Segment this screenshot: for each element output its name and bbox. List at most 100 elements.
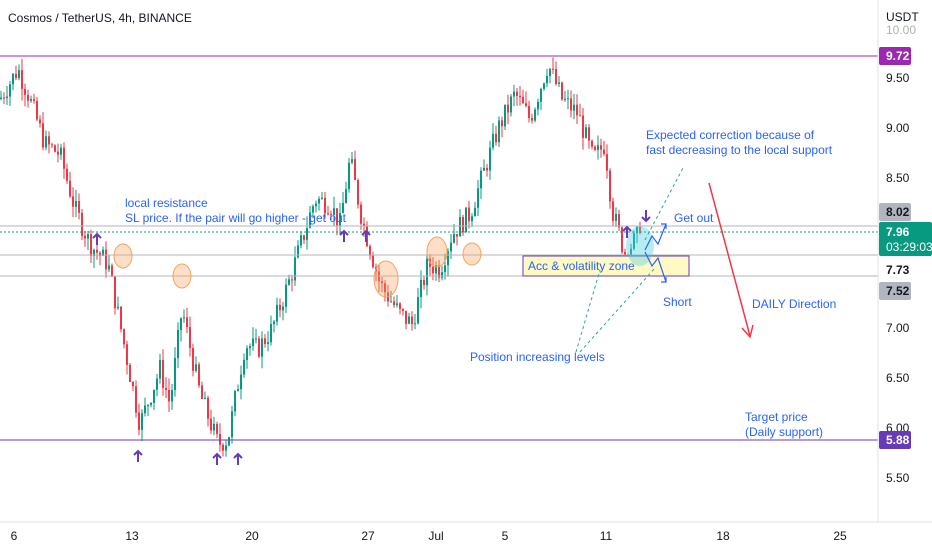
candle-body bbox=[93, 249, 95, 256]
candle-body bbox=[261, 338, 263, 357]
candle-body bbox=[15, 73, 17, 79]
current-price-text: 7.96 bbox=[886, 225, 910, 239]
candle-body bbox=[327, 213, 329, 215]
candle-body bbox=[126, 344, 128, 365]
candle-body bbox=[537, 101, 539, 110]
candle-body bbox=[243, 359, 245, 375]
candle-body bbox=[48, 136, 50, 145]
candle-body bbox=[228, 437, 230, 446]
candle-body bbox=[600, 145, 602, 150]
candle-body bbox=[624, 251, 626, 257]
candle-body bbox=[12, 73, 14, 85]
top-level-tag-text: 9.72 bbox=[886, 49, 910, 63]
candle-body bbox=[132, 381, 134, 387]
price-tick-label: 9.50 bbox=[886, 71, 910, 85]
candle-body bbox=[6, 96, 8, 98]
candle-body bbox=[306, 227, 308, 240]
candle-body bbox=[564, 98, 566, 100]
candle-body bbox=[597, 145, 599, 150]
candle-body bbox=[300, 235, 302, 246]
candle-body bbox=[72, 196, 74, 207]
candle-body bbox=[33, 99, 35, 101]
candle-body bbox=[153, 389, 155, 403]
currency-label: USDT bbox=[886, 10, 919, 24]
up-arrow-icon bbox=[339, 229, 349, 242]
candle-body bbox=[24, 88, 26, 95]
candle-body bbox=[279, 304, 281, 311]
up-arrow-icon bbox=[212, 452, 222, 465]
price-tick-label: 6.50 bbox=[886, 371, 910, 385]
candle-body bbox=[141, 413, 143, 430]
candle-body bbox=[84, 235, 86, 239]
up-arrow-icon bbox=[92, 232, 102, 245]
candle-body bbox=[111, 265, 113, 277]
candle-body bbox=[249, 346, 251, 349]
candle-body bbox=[582, 115, 584, 138]
candle-body bbox=[462, 216, 464, 233]
candle-body bbox=[540, 88, 542, 102]
candle-body bbox=[294, 257, 296, 281]
current-zone-circle bbox=[626, 226, 654, 266]
candle-body bbox=[270, 324, 272, 343]
touch-circle bbox=[426, 236, 448, 268]
candle-body bbox=[264, 338, 266, 344]
candle-body bbox=[480, 170, 482, 189]
candle-body bbox=[579, 115, 581, 117]
touch-circle bbox=[172, 263, 192, 289]
candle-body bbox=[345, 189, 347, 203]
time-tick-label: 5 bbox=[502, 529, 509, 543]
candle-body bbox=[609, 170, 611, 202]
candle-body bbox=[438, 265, 440, 278]
candle-body bbox=[450, 242, 452, 252]
candle-body bbox=[330, 214, 332, 216]
candle-body bbox=[603, 149, 605, 155]
current-price-tag bbox=[879, 222, 932, 256]
candle-body bbox=[18, 70, 20, 79]
time-axis-ticks: 6 13 20 27 Jul 5 11 18 25 bbox=[11, 529, 847, 543]
candle-body bbox=[315, 203, 317, 207]
candle-body bbox=[288, 279, 290, 285]
candle-body bbox=[186, 317, 188, 328]
candle-body bbox=[162, 360, 164, 388]
price-tick-label: 10.00 bbox=[886, 23, 916, 37]
candle-body bbox=[129, 364, 131, 382]
candle-body bbox=[444, 265, 446, 273]
candle-body bbox=[303, 235, 305, 240]
zone-top-level-tag-text: 7.73 bbox=[886, 263, 910, 277]
candle-body bbox=[120, 306, 122, 330]
candle-body bbox=[495, 133, 497, 143]
up-arrow-icon bbox=[361, 229, 371, 242]
candle-body bbox=[360, 204, 362, 224]
candle-body bbox=[549, 68, 551, 76]
resistance-level-tag bbox=[879, 203, 911, 221]
acc-zone-box[interactable] bbox=[522, 255, 690, 277]
candle-body bbox=[282, 306, 284, 311]
get-out-arrowhead-icon bbox=[661, 223, 667, 229]
symbol-title[interactable]: Cosmos / TetherUS, 4h, BINANCE bbox=[8, 11, 192, 25]
candle-body bbox=[561, 82, 563, 100]
position-guide bbox=[575, 269, 601, 353]
position-levels-label: Position increasing levels bbox=[470, 350, 605, 364]
candle-body bbox=[348, 162, 350, 190]
candle-body bbox=[573, 104, 575, 111]
candle-body bbox=[621, 227, 623, 252]
candle-body bbox=[615, 214, 617, 221]
candle-body bbox=[51, 144, 53, 146]
candle-body bbox=[36, 100, 38, 120]
candle-body bbox=[180, 318, 182, 330]
time-tick-label: 6 bbox=[11, 529, 18, 543]
candle-body bbox=[207, 397, 209, 419]
candle-body bbox=[363, 223, 365, 226]
candle-body bbox=[567, 98, 569, 100]
candle-body bbox=[171, 390, 173, 402]
candle-body bbox=[90, 234, 92, 256]
candle-body bbox=[174, 358, 176, 391]
candle-body bbox=[201, 385, 203, 399]
candle-body bbox=[147, 405, 149, 407]
candle-body bbox=[246, 348, 248, 360]
resistance-note-1: local resistance bbox=[125, 196, 208, 210]
candle-body bbox=[204, 397, 206, 399]
candle-body bbox=[54, 145, 56, 152]
touch-circle bbox=[462, 242, 482, 266]
